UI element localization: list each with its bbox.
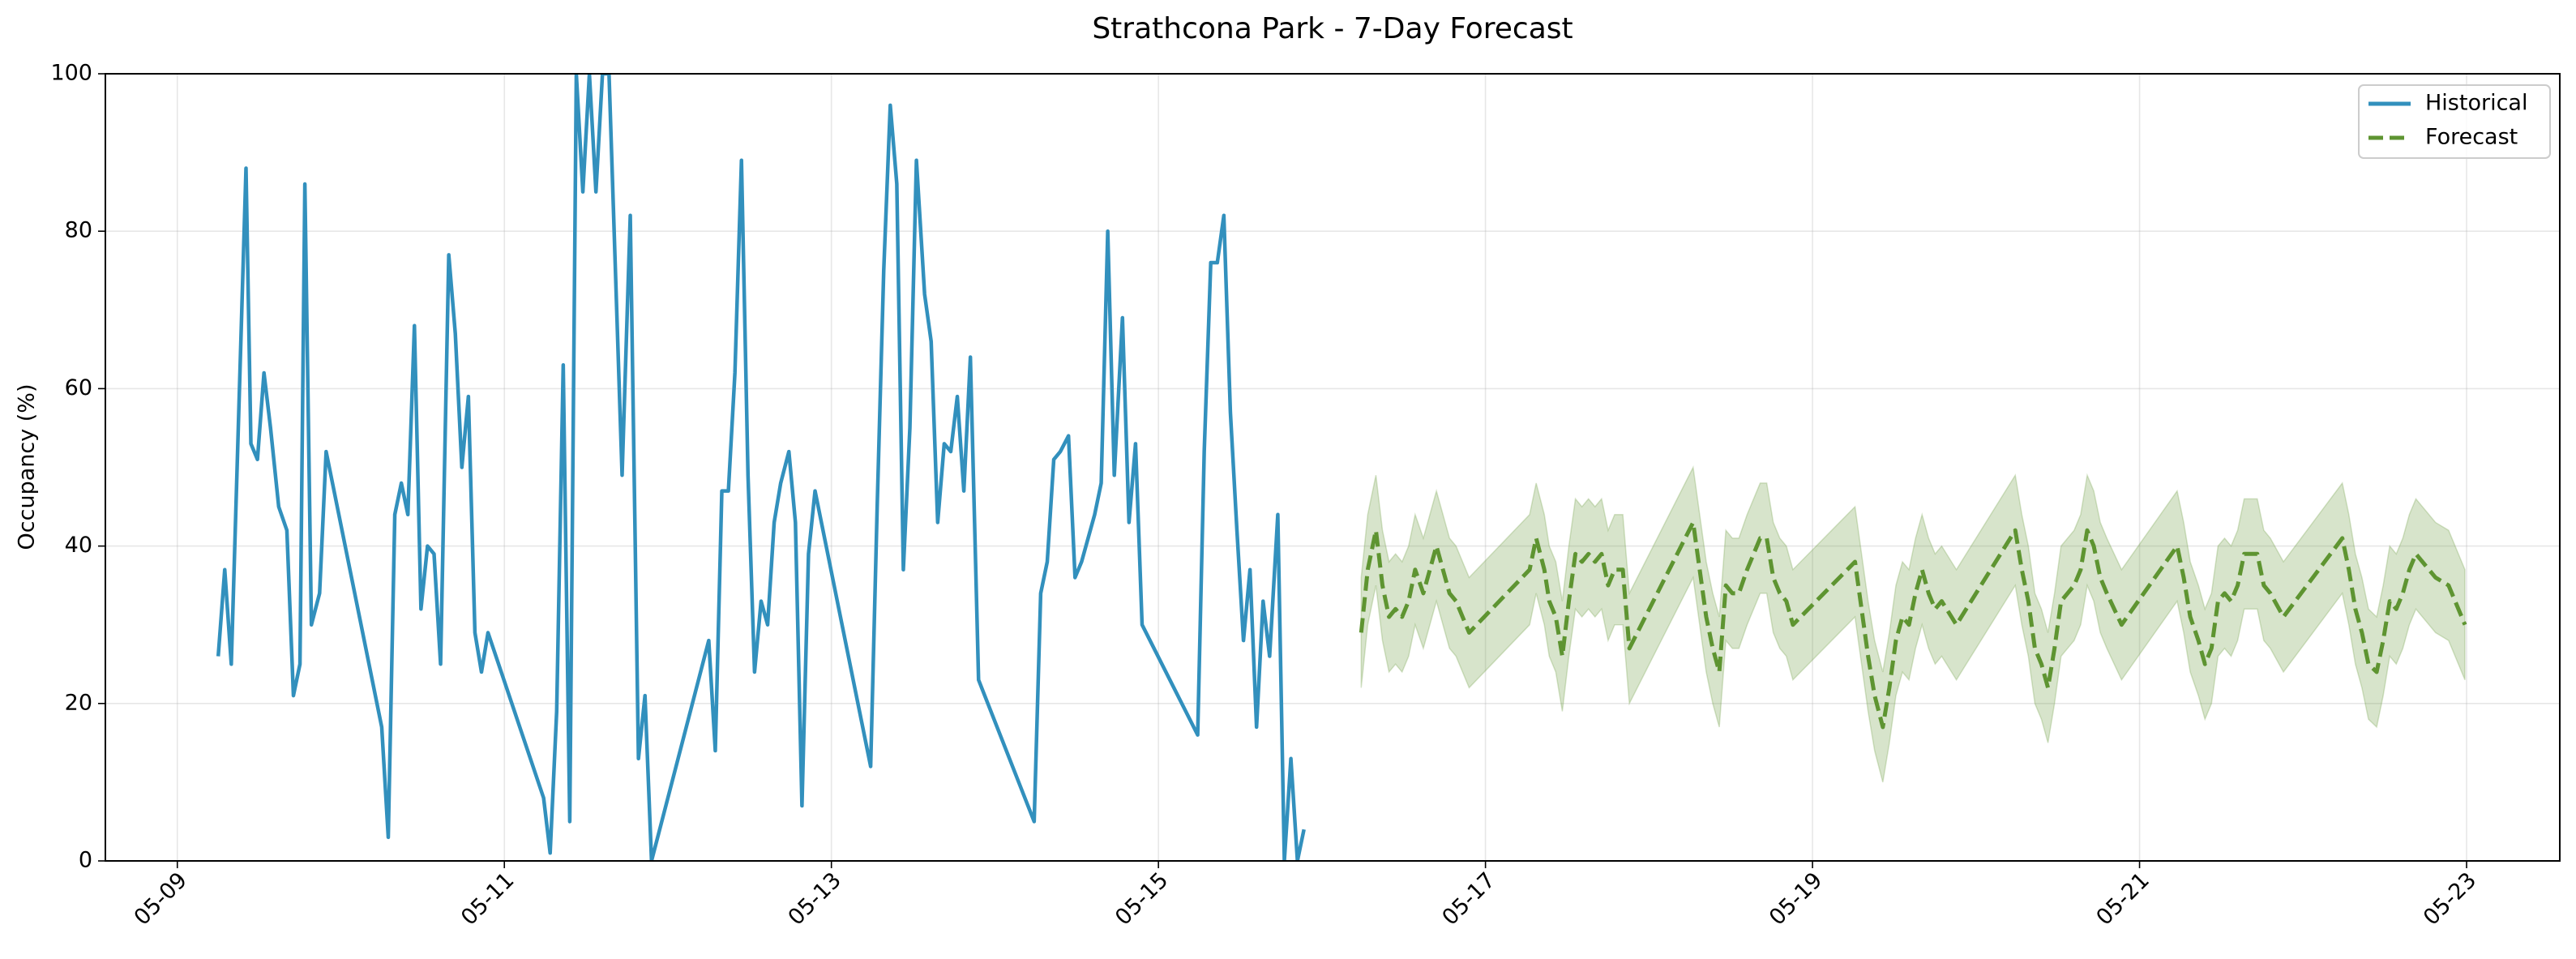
confidence-band — [1360, 465, 2466, 783]
x-tick-label: 05-15 — [1110, 867, 1173, 930]
y-tick-label: 100 — [50, 61, 92, 86]
axes-frame — [105, 73, 2561, 862]
chart-title: Strathcona Park - 7-Day Forecast — [1092, 12, 1573, 45]
x-tick-label: 05-11 — [456, 867, 519, 930]
x-tick-label: 05-21 — [2091, 867, 2154, 930]
y-axis-label: Occupancy (%) — [15, 384, 40, 550]
axes: 0 20 40 60 80 100 05-09 05-11 05-13 05-15 05-17 05-… — [50, 61, 2481, 931]
y-tick-label: 60 — [65, 375, 92, 400]
x-tick-label: 05-09 — [130, 867, 192, 930]
x-tick-label: 05-19 — [1765, 867, 1827, 930]
legend: Historical Forecast — [2358, 84, 2551, 159]
x-tick-label: 05-23 — [2419, 867, 2481, 930]
y-tick-label: 80 — [65, 218, 92, 243]
y-tick-label: 20 — [65, 690, 92, 715]
legend-label: Historical — [2425, 91, 2527, 116]
series-line — [216, 74, 1306, 861]
grid — [105, 73, 2560, 862]
x-tick-label: 05-13 — [784, 867, 846, 930]
plot-area — [216, 74, 2467, 861]
x-tick-label: 05-17 — [1437, 867, 1500, 930]
legend-label: Forecast — [2425, 125, 2518, 150]
y-tick-label: 0 — [79, 848, 92, 873]
series-line — [1359, 520, 2467, 730]
y-tick-label: 40 — [65, 533, 92, 558]
